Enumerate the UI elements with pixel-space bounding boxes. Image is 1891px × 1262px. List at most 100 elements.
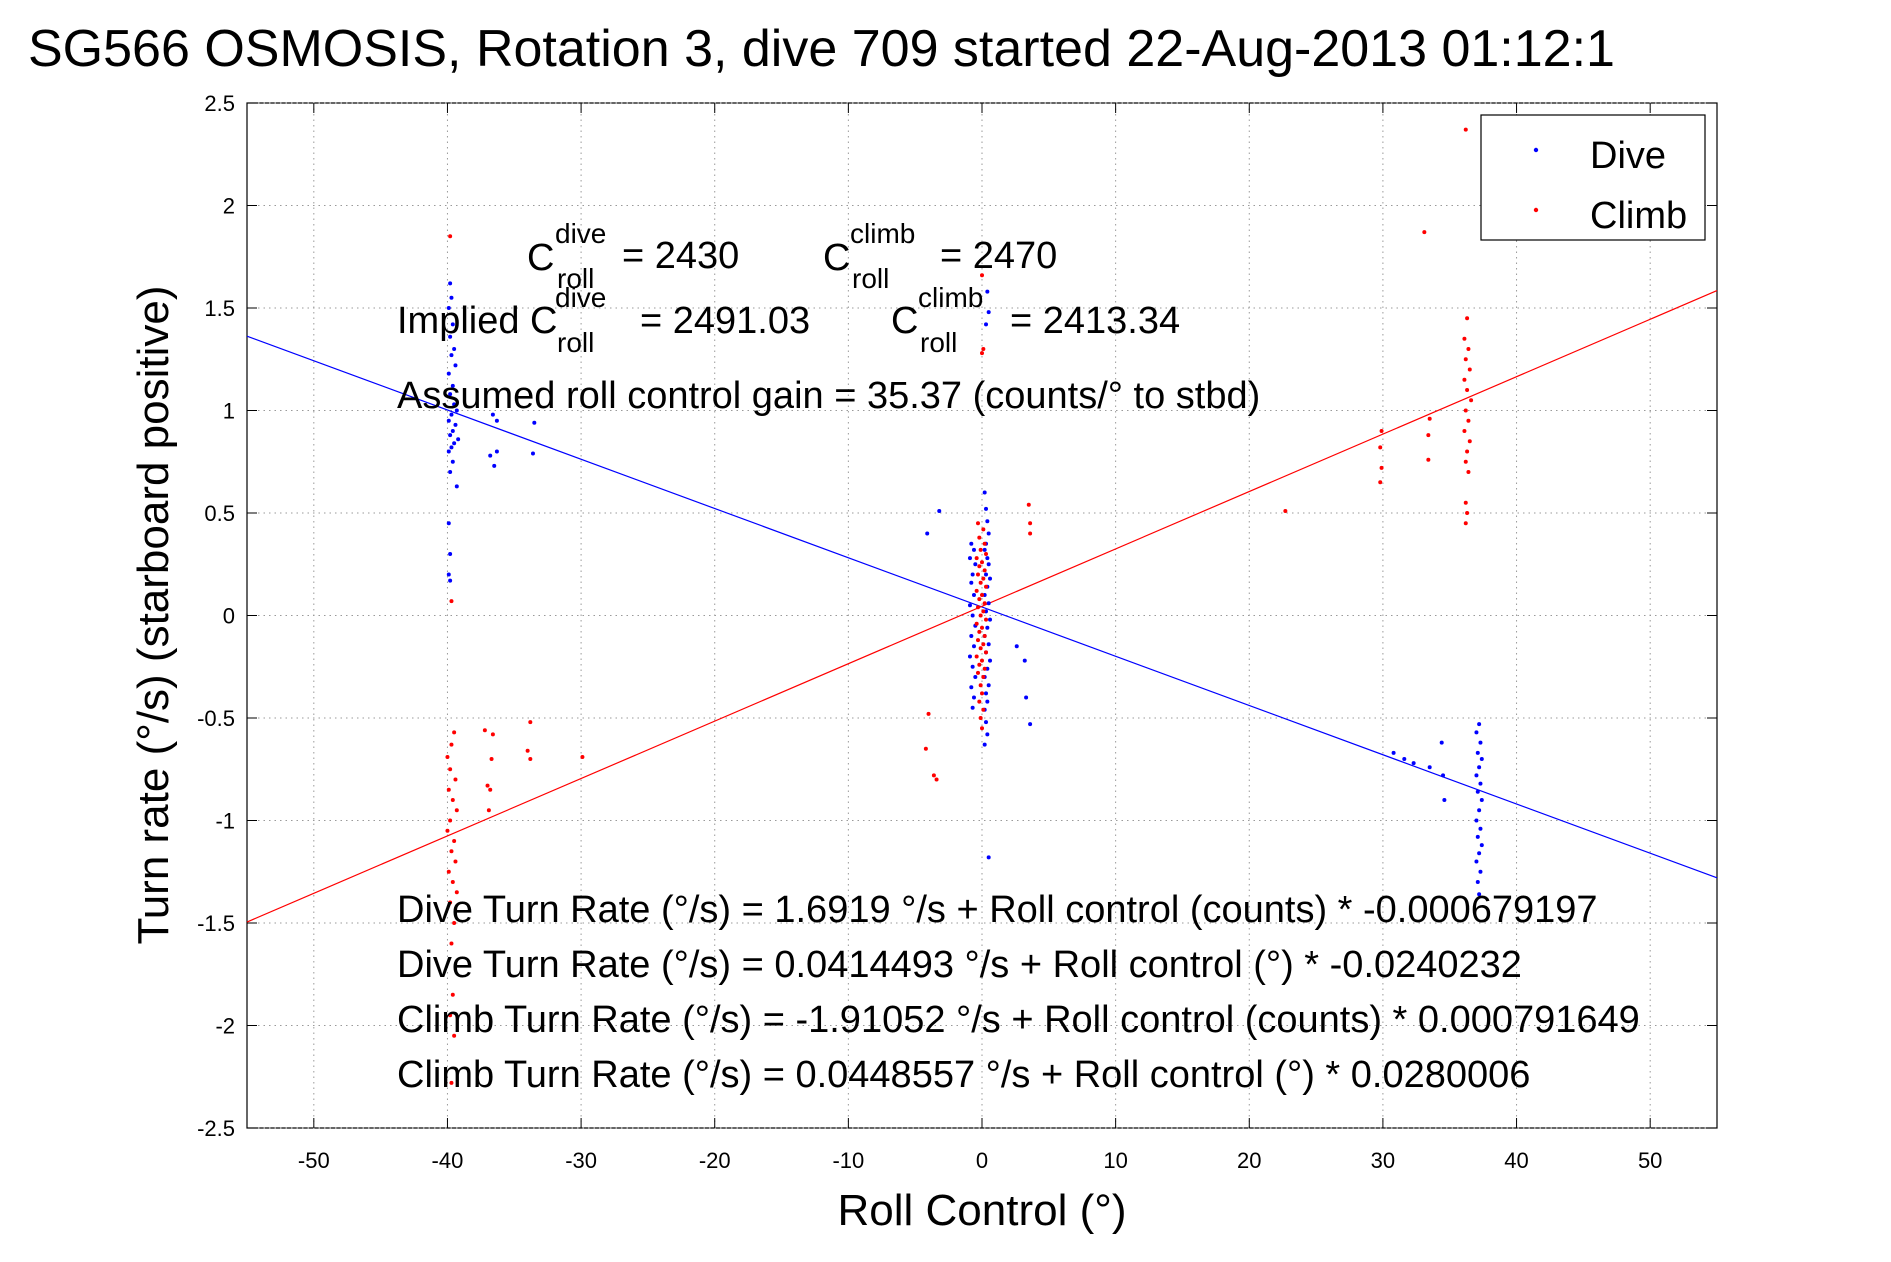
- climb-point: [450, 798, 455, 802]
- dive-point: [970, 664, 975, 669]
- dive-point: [986, 531, 991, 536]
- dive-point: [925, 531, 930, 536]
- c-roll-dive-sub: roll: [557, 263, 594, 294]
- dive-point: [492, 463, 497, 468]
- implied-climb-annotation: C climb roll = 2413.34: [891, 282, 1180, 358]
- climb-point: [974, 588, 979, 593]
- dive-point: [1475, 880, 1480, 884]
- climb-point: [1462, 336, 1467, 341]
- climb-point: [974, 621, 979, 626]
- climb-point: [982, 666, 987, 671]
- c-roll-climb-annotation: C climb roll = 2470: [823, 218, 1057, 294]
- dive-point: [970, 572, 975, 577]
- climb-point: [1026, 502, 1031, 507]
- grid-lines: [247, 102, 1717, 1129]
- dive-point: [1024, 695, 1029, 700]
- dive-point: [984, 572, 989, 577]
- dive-point: [1439, 740, 1444, 745]
- climb-point: [1463, 357, 1468, 362]
- y-axis-label: Turn rate (°/s) (starboard positive): [129, 285, 178, 944]
- y-tick-label: -1.5: [197, 911, 235, 936]
- climb-point: [981, 707, 986, 712]
- x-tick-label: 20: [1237, 1148, 1261, 1173]
- dive-point: [448, 470, 453, 474]
- y-tick-label: 2: [223, 194, 235, 219]
- climb-point: [980, 273, 984, 278]
- dive-point: [985, 625, 990, 630]
- climb-point: [980, 593, 984, 597]
- y-axis-ticks: -2.5 -2 -1.5 -1 -0.5 0 0.5 1 1.5 2 2.5: [197, 91, 1717, 1141]
- climb-point: [1462, 429, 1467, 433]
- dive-point: [971, 593, 976, 597]
- implied-dive-annotation: Implied C dive roll = 2491.03: [397, 282, 810, 358]
- climb-point: [453, 859, 458, 864]
- climb-point: [980, 691, 984, 696]
- dive-point: [490, 412, 495, 417]
- dive-point: [988, 576, 993, 581]
- gain-annotation: Assumed roll control gain = 35.37 (count…: [397, 375, 1260, 417]
- climb-point: [980, 726, 984, 731]
- dive-point: [454, 408, 459, 413]
- x-tick-label: 50: [1638, 1148, 1662, 1173]
- dive-point: [984, 322, 989, 327]
- climb-point: [977, 597, 982, 602]
- dive-point: [985, 732, 990, 737]
- climb-point: [1463, 459, 1468, 464]
- x-tick-label: -10: [832, 1148, 864, 1173]
- climb-point: [445, 828, 450, 833]
- dive-point: [984, 720, 989, 725]
- y-tick-label: 0: [223, 604, 235, 629]
- x-tick-label: 30: [1371, 1148, 1395, 1173]
- climb-point: [448, 1013, 453, 1018]
- equation-dive-degrees: Dive Turn Rate (°/s) = 0.0414493 °/s + R…: [397, 944, 1522, 986]
- dive-point: [446, 306, 451, 310]
- climb-point: [1467, 439, 1472, 444]
- legend: Dive Climb: [1480, 114, 1706, 241]
- chart-title: SG566 OSMOSIS, Rotation 3, dive 709 star…: [28, 20, 1615, 78]
- climb-point: [934, 777, 939, 782]
- dive-point: [984, 506, 989, 511]
- climb-point: [977, 535, 982, 540]
- dive-point: [1477, 892, 1482, 897]
- climb-point: [449, 742, 454, 747]
- dive-point: [982, 547, 987, 552]
- dive-point: [453, 422, 458, 427]
- dive-point: [448, 552, 453, 556]
- dive-point: [448, 281, 453, 286]
- dive-point: [969, 580, 974, 585]
- climb-point: [1426, 457, 1431, 462]
- dive-point: [973, 675, 978, 679]
- climb-point: [452, 730, 457, 735]
- dive-point: [452, 441, 457, 446]
- y-tick-label: -2: [215, 1014, 235, 1039]
- climb-point: [1422, 230, 1427, 235]
- climb-point: [1466, 470, 1471, 474]
- climb-point: [448, 234, 453, 239]
- climb-point: [982, 568, 987, 573]
- climb-point: [975, 638, 980, 643]
- climb-point: [449, 1080, 454, 1085]
- climb-point: [580, 754, 585, 759]
- fit-lines: [246, 290, 1718, 923]
- dive-point: [985, 289, 990, 294]
- climb-point: [528, 757, 533, 761]
- climb-point: [449, 599, 454, 604]
- dive-point: [1474, 773, 1479, 778]
- dive-point: [1479, 843, 1484, 848]
- dive-point: [982, 742, 987, 747]
- climb-point: [486, 808, 491, 813]
- dive-point: [450, 383, 455, 388]
- dive-point: [1475, 834, 1480, 839]
- climb-point: [1379, 429, 1384, 433]
- x-tick-label: 10: [1103, 1148, 1127, 1173]
- y-tick-label: 1: [223, 399, 235, 424]
- dive-point: [985, 699, 990, 704]
- climb-point: [450, 992, 455, 997]
- legend-box: [1480, 114, 1706, 241]
- climb-point: [452, 839, 457, 843]
- climb-point: [1463, 408, 1468, 413]
- climb-point: [453, 777, 458, 782]
- dive-point: [982, 490, 987, 495]
- y-tick-label: -2.5: [197, 1116, 235, 1141]
